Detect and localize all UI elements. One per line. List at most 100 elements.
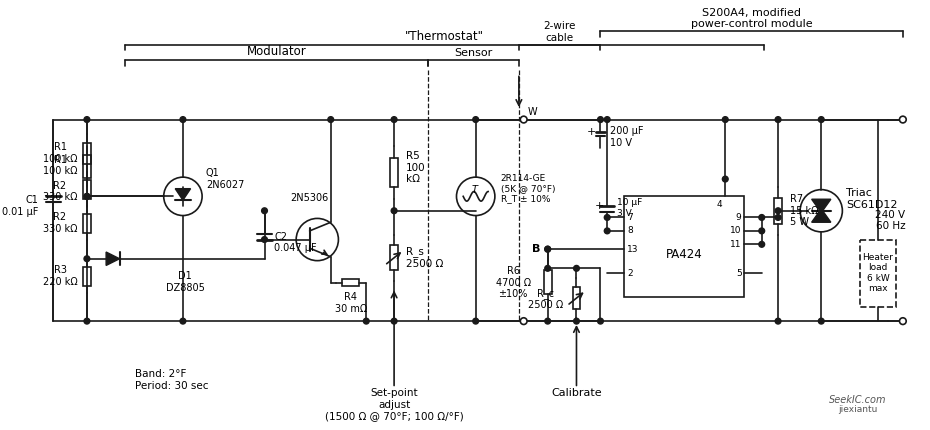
Circle shape — [180, 117, 186, 123]
Polygon shape — [812, 199, 830, 213]
Text: R2
330 kΩ: R2 330 kΩ — [43, 181, 77, 203]
Text: R6
4700 Ω
±10%: R6 4700 Ω ±10% — [496, 266, 531, 299]
Circle shape — [392, 208, 397, 214]
Bar — [83, 180, 91, 199]
Circle shape — [84, 318, 90, 324]
Circle shape — [392, 318, 397, 324]
Circle shape — [520, 116, 527, 123]
Bar — [391, 245, 398, 270]
Circle shape — [759, 242, 764, 247]
Text: R_c
2500 Ω: R_c 2500 Ω — [528, 288, 564, 310]
Circle shape — [84, 194, 90, 199]
Text: +: + — [595, 201, 604, 211]
Circle shape — [776, 215, 781, 220]
Circle shape — [545, 265, 551, 271]
Circle shape — [598, 318, 604, 324]
Circle shape — [776, 117, 781, 123]
Circle shape — [472, 117, 479, 123]
Circle shape — [84, 256, 90, 261]
Circle shape — [818, 318, 824, 324]
Circle shape — [392, 117, 397, 123]
Circle shape — [604, 215, 610, 220]
Circle shape — [261, 237, 268, 243]
Text: 200 μF
10 V: 200 μF 10 V — [610, 126, 644, 147]
Circle shape — [604, 117, 610, 123]
Bar — [544, 270, 551, 294]
Circle shape — [472, 318, 479, 324]
Circle shape — [180, 318, 186, 324]
Circle shape — [598, 117, 604, 123]
Circle shape — [261, 208, 268, 214]
Text: 9: 9 — [736, 213, 741, 222]
Bar — [83, 156, 91, 178]
Text: Set-point
adjust
(1500 Ω @ 70°F; 100 Ω/°F): Set-point adjust (1500 Ω @ 70°F; 100 Ω/°… — [325, 388, 463, 421]
Circle shape — [545, 246, 551, 252]
Circle shape — [574, 265, 579, 271]
Text: R1
100 kΩ: R1 100 kΩ — [43, 155, 77, 176]
Circle shape — [328, 117, 334, 123]
Text: D1
DZ8805: D1 DZ8805 — [166, 271, 205, 293]
Text: Modulator: Modulator — [246, 45, 306, 58]
Text: T: T — [472, 184, 478, 195]
Text: Sensor: Sensor — [454, 48, 492, 58]
Bar — [83, 143, 91, 164]
Text: S200A4, modified
power-control module: S200A4, modified power-control module — [691, 8, 813, 29]
Text: 10: 10 — [730, 227, 741, 235]
Text: R4
30 mΩ: R4 30 mΩ — [335, 292, 367, 314]
Text: R7
15 kΩ
5 W: R7 15 kΩ 5 W — [790, 194, 818, 227]
Text: Heater
load
6 kW
max: Heater load 6 kW max — [862, 253, 894, 293]
Text: B: B — [532, 244, 540, 254]
Circle shape — [776, 318, 781, 324]
Text: SeekIC.com: SeekIC.com — [829, 395, 886, 405]
Circle shape — [723, 117, 728, 123]
Text: R3
220 kΩ: R3 220 kΩ — [43, 265, 77, 287]
Circle shape — [574, 318, 579, 324]
Text: Band: 2°F
Period: 30 sec: Band: 2°F Period: 30 sec — [135, 369, 208, 391]
Text: R2
330 kΩ: R2 330 kΩ — [43, 212, 77, 234]
Polygon shape — [175, 189, 191, 200]
Circle shape — [545, 246, 551, 252]
Text: 2-wire
cable: 2-wire cable — [543, 21, 576, 43]
Circle shape — [899, 116, 906, 123]
Text: C1
0.01 μF: C1 0.01 μF — [2, 195, 38, 217]
Bar — [391, 158, 398, 187]
Polygon shape — [106, 252, 120, 265]
Bar — [83, 267, 91, 286]
Text: Q1
2N6027: Q1 2N6027 — [206, 168, 245, 190]
Text: jiexiantu: jiexiantu — [838, 405, 877, 414]
Circle shape — [520, 318, 527, 325]
Text: PA424: PA424 — [666, 248, 703, 261]
Text: 2N5306: 2N5306 — [290, 193, 328, 203]
Circle shape — [759, 215, 764, 220]
Circle shape — [84, 117, 90, 123]
Polygon shape — [812, 209, 830, 222]
Text: R1
100 kΩ: R1 100 kΩ — [43, 142, 77, 164]
Text: 2: 2 — [628, 269, 633, 278]
Text: 10 μF
3 V: 10 μF 3 V — [617, 198, 642, 218]
Bar — [859, 240, 897, 307]
Bar — [342, 280, 359, 286]
Circle shape — [604, 228, 610, 234]
Text: +: + — [587, 126, 596, 137]
Circle shape — [899, 318, 906, 325]
Circle shape — [364, 318, 369, 324]
Bar — [83, 214, 91, 233]
Text: W: W — [527, 107, 538, 117]
Bar — [573, 287, 580, 309]
Circle shape — [759, 228, 764, 234]
Circle shape — [818, 117, 824, 123]
Text: C2
0.047 μF: C2 0.047 μF — [274, 232, 317, 253]
Text: "Thermostat": "Thermostat" — [405, 30, 484, 43]
Text: Calibrate: Calibrate — [551, 388, 602, 398]
Bar — [624, 197, 744, 297]
Circle shape — [776, 208, 781, 214]
Text: 8: 8 — [628, 227, 633, 235]
Circle shape — [84, 194, 90, 199]
Text: Triac
SC61D12: Triac SC61D12 — [846, 188, 897, 210]
Text: 2R114-GE
(5K @ 70°F)
R_T ± 10%: 2R114-GE (5K @ 70°F) R_T ± 10% — [500, 174, 555, 203]
Text: 13: 13 — [628, 245, 639, 254]
Text: 11: 11 — [730, 240, 741, 249]
Circle shape — [545, 318, 551, 324]
Bar — [774, 197, 782, 224]
Text: R_s
2500 Ω: R_s 2500 Ω — [405, 246, 443, 269]
